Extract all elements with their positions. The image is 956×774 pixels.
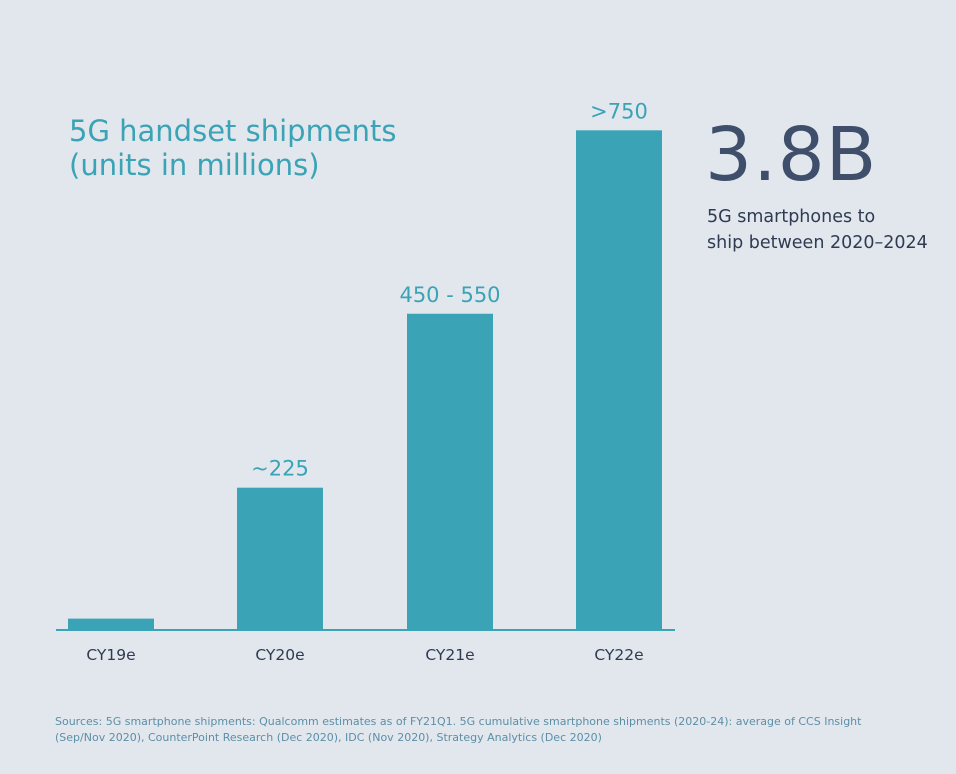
bar-cy22e [576, 130, 662, 630]
tick-label-cy19e: CY19e [86, 646, 135, 664]
bar-cy20e [237, 488, 323, 630]
sources-line1: Sources: 5G smartphone shipments: Qualco… [55, 714, 895, 730]
stat-caption: 5G smartphones to ship between 2020–2024 [707, 204, 928, 256]
sources-line2: (Sep/Nov 2020), CounterPoint Research (D… [55, 730, 895, 746]
tick-label-cy21e: CY21e [425, 646, 474, 664]
stat-caption-line2: ship between 2020–2024 [707, 230, 928, 256]
data-label-cy22e: >750 [590, 99, 648, 123]
sources-note: Sources: 5G smartphone shipments: Qualco… [55, 714, 895, 746]
tick-label-cy22e: CY22e [594, 646, 643, 664]
bar-cy21e [407, 314, 493, 630]
total-shipments-stat: 3.8B [705, 110, 877, 200]
tick-label-cy20e: CY20e [255, 646, 304, 664]
stat-caption-line1: 5G smartphones to [707, 204, 928, 230]
data-label-cy21e: 450 - 550 [399, 283, 500, 307]
data-label-cy20e: ~225 [251, 457, 309, 481]
bar-cy19e [68, 619, 154, 630]
